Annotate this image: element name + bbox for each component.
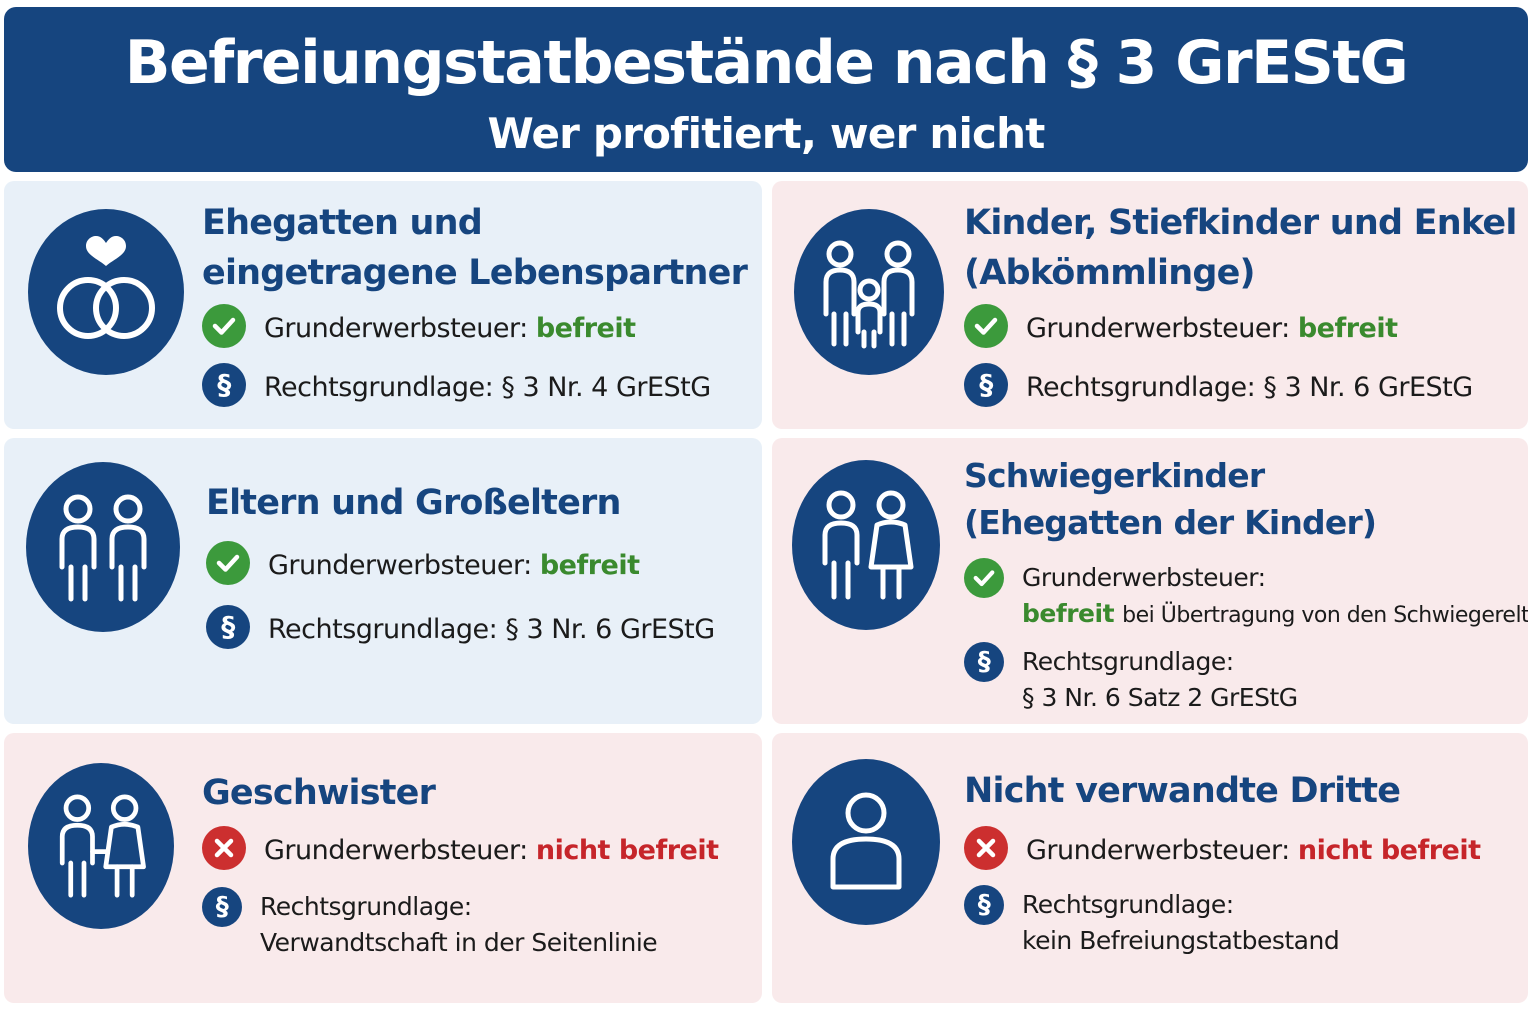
legal-basis-row: § Rechtsgrundlage: kein Befreiungstatbes…	[964, 885, 1340, 959]
legal-basis-row: § Rechtsgrundlage: § 3 Nr. 4 GrEStG	[202, 363, 711, 407]
status-befreit: befreit	[1022, 599, 1115, 628]
tax-status-row: Grunderwerbsteuer: befreit	[202, 304, 636, 348]
paragraph-icon: §	[206, 605, 250, 649]
page-title: Befreiungstatbestände nach § 3 GrEStG	[124, 28, 1409, 98]
tax-status-row: Grunderwerbsteuer: befreit bei Übertragu…	[964, 558, 1528, 634]
page-subtitle: Wer profitiert, wer nicht	[487, 109, 1045, 158]
cross-icon	[202, 826, 246, 870]
card-title: Ehegatten und eingetragene Lebenspartner	[202, 203, 748, 293]
paragraph-icon: §	[202, 887, 242, 927]
card-title: Eltern und Großeltern	[206, 483, 621, 523]
family-icon	[823, 240, 915, 349]
paragraph-icon: §	[964, 642, 1004, 682]
legal-basis-row: § Rechtsgrundlage: § 3 Nr. 6 GrEStG	[206, 605, 715, 649]
parents-avatar	[26, 462, 180, 632]
card-title: Schwiegerkinder (Ehegatten der Kinder)	[964, 456, 1377, 542]
paragraph-icon: §	[964, 363, 1008, 407]
card-schwiegerkinder: Schwiegerkinder (Ehegatten der Kinder) G…	[772, 438, 1528, 724]
couple-avatar	[792, 460, 940, 630]
status-befreit: befreit	[535, 313, 636, 344]
legal-basis-row: § Rechtsgrundlage: Verwandtschaft in der…	[202, 887, 658, 961]
card-title: Kinder, Stiefkinder und Enkel (Abkömmlin…	[964, 203, 1517, 293]
parents-icon	[59, 494, 147, 602]
status-nicht-befreit: nicht befreit	[535, 835, 719, 866]
tax-status-row: Grunderwerbsteuer: befreit	[964, 304, 1398, 348]
status-befreit: befreit	[539, 550, 640, 581]
rings-avatar	[28, 209, 184, 375]
card-title: Nicht verwandte Dritte	[964, 771, 1401, 811]
header-banner: Befreiungstatbestände nach § 3 GrEStG We…	[4, 7, 1528, 172]
card-dritte: Nicht verwandte Dritte Grunderwerbsteuer…	[772, 733, 1528, 1003]
status-befreit: befreit	[1297, 313, 1398, 344]
card-ehegatten: Ehegatten und eingetragene Lebenspartner…	[4, 181, 762, 429]
paragraph-icon: §	[202, 363, 246, 407]
siblings-icon	[59, 794, 146, 898]
card-geschwister: Geschwister Grunderwerbsteuer: nicht bef…	[4, 733, 762, 1003]
siblings-avatar	[28, 763, 174, 929]
tax-status-row: Grunderwerbsteuer: befreit	[206, 541, 640, 585]
card-title: Geschwister	[202, 773, 436, 813]
status-nicht-befreit: nicht befreit	[1297, 835, 1481, 866]
cross-icon	[964, 826, 1008, 870]
tax-status-row: Grunderwerbsteuer: nicht befreit	[964, 826, 1481, 870]
check-icon	[964, 304, 1008, 348]
legal-basis-row: § Rechtsgrundlage: § 3 Nr. 6 GrEStG	[964, 363, 1473, 407]
person-avatar	[792, 759, 940, 925]
card-eltern: Eltern und Großeltern Grunderwerbsteuer:…	[4, 438, 762, 724]
couple-icon	[822, 490, 914, 600]
legal-basis-row: § Rechtsgrundlage: § 3 Nr. 6 Satz 2 GrES…	[964, 642, 1298, 716]
wedding-rings-heart-icon	[57, 236, 155, 339]
check-icon	[206, 541, 250, 585]
paragraph-icon: §	[964, 885, 1004, 925]
family-avatar	[794, 209, 944, 375]
person-icon	[830, 792, 902, 890]
check-icon	[964, 558, 1004, 598]
card-kinder: Kinder, Stiefkinder und Enkel (Abkömmlin…	[772, 181, 1528, 429]
check-icon	[202, 304, 246, 348]
tax-status-row: Grunderwerbsteuer: nicht befreit	[202, 826, 719, 870]
